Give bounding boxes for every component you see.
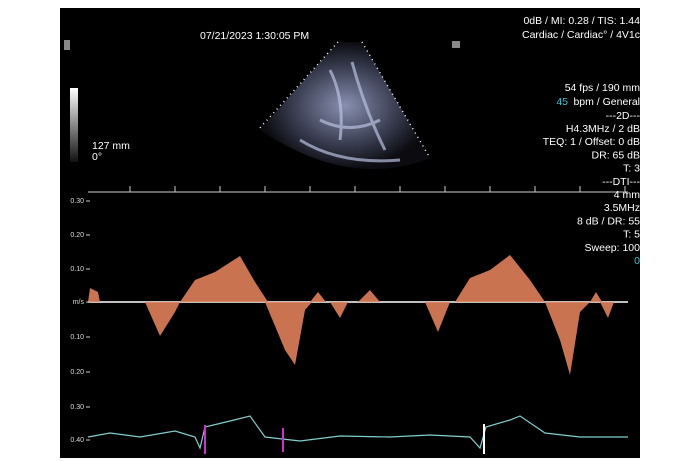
- heart-rate: 45: [556, 96, 568, 108]
- setting-line: DR: 65 dB: [592, 149, 640, 161]
- gray-bar: [70, 88, 78, 162]
- setting-line: T: 3: [623, 163, 640, 175]
- status: 0dB / MI: 0.28 / TIS: 1.44: [523, 15, 640, 27]
- frame: 54 fps / 190 mm: [565, 82, 641, 94]
- indicator: 0: [634, 255, 640, 267]
- status: Cardiac / Cardiac° / 4V1c: [522, 29, 640, 41]
- doppler-spectrum: [88, 255, 614, 375]
- setting-line: ---2D---: [606, 110, 641, 122]
- setting-line: T: 5: [623, 229, 640, 241]
- velocity-label: m/s: [73, 299, 85, 306]
- setting-line: ---DTI---: [602, 176, 640, 188]
- velocity-label: 0.20: [70, 232, 84, 239]
- setting-line: 4 mm: [614, 189, 641, 201]
- setting-line: H4.3MHz / 2 dB: [566, 123, 640, 135]
- settings-panel: 54 fps / 190 mm 45 bpm / General: [556, 82, 640, 108]
- velocity-label: 0.30: [70, 198, 84, 205]
- icon: [452, 41, 460, 48]
- velocity-label: 0.10: [70, 266, 84, 273]
- heart-rate-mode: bpm / General: [573, 96, 640, 108]
- echo-structure: [299, 61, 401, 163]
- setting-line: Sweep: 100: [585, 242, 641, 254]
- velocity-label: 0.20: [70, 369, 84, 376]
- echo-sector: [260, 42, 430, 170]
- angle: 0°: [92, 151, 102, 163]
- velocity-label: 0.40: [70, 437, 84, 444]
- date: 07/21/2023 1:30:05 PM: [200, 30, 309, 42]
- setting-line: 3.5MHz: [604, 202, 640, 214]
- icon: [64, 40, 70, 50]
- depth: 127 mm: [92, 140, 130, 152]
- velocity-label: 0.30: [70, 404, 84, 411]
- setting-line: 8 dB / DR: 55: [577, 215, 640, 227]
- velocity-label: 0.10: [70, 334, 84, 341]
- setting-line: TEQ: 1 / Offset: 0 dB: [543, 136, 640, 148]
- ecg-trace: [87, 415, 628, 450]
